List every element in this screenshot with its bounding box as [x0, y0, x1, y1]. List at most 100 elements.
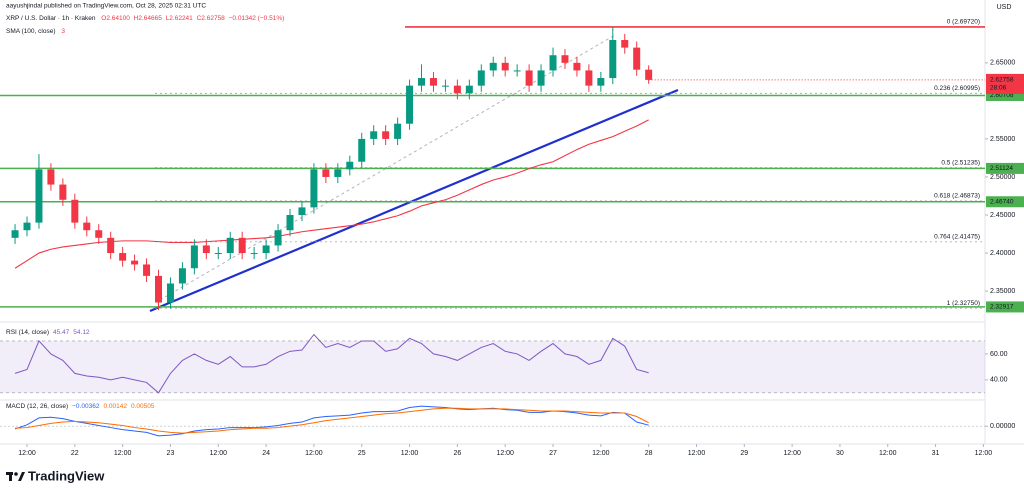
candle-body [95, 230, 103, 238]
x-tick-label: 23 [167, 450, 175, 457]
candle-body [166, 283, 174, 303]
x-tick-label: 12:00 [688, 450, 706, 457]
fib-label: 0.236 (2.60995) [934, 85, 980, 92]
x-tick-label: 12:00 [592, 450, 610, 457]
sma-extra: 3 [61, 28, 65, 35]
candle-body [71, 199, 79, 223]
x-tick-label: 12:00 [401, 450, 419, 457]
candle-body [226, 237, 234, 254]
candle-body [214, 253, 222, 255]
candle-body [274, 230, 282, 246]
y-tick-label: 2.65000 [990, 60, 1015, 67]
indicator-title: RSI (14, close) [6, 329, 49, 336]
candle-body [633, 47, 641, 70]
x-tick-label: 12:00 [305, 450, 323, 457]
candle-body [131, 260, 139, 265]
candle-body [561, 55, 569, 63]
indicator-value: −0.00362 [72, 403, 100, 410]
candle-body [155, 275, 163, 303]
current-price-box [986, 73, 1024, 94]
indicator-value: 0.00505 [131, 403, 155, 410]
y-tick-label: 2.40000 [990, 250, 1015, 257]
current-price-label: 2.62758 [990, 77, 1014, 84]
candle-body [334, 169, 342, 177]
indicator-line [14, 333, 649, 394]
ohlc-change: −0.01342 (−0.51%) [229, 15, 285, 22]
rsi-band [0, 340, 985, 393]
candle-body [609, 40, 617, 79]
indicator-legend: RSI (14, close) 45.47 54.12 [6, 329, 90, 336]
candle-body [441, 85, 449, 87]
candle-body [645, 69, 653, 80]
fib-label: 0.764 (2.41475) [934, 234, 980, 241]
candle-body [322, 169, 330, 177]
candle-body [286, 215, 294, 231]
candle-body [23, 222, 31, 231]
indicator-value: 0.00142 [103, 403, 127, 410]
y-tick-label: 2.55000 [990, 136, 1015, 143]
candle-body [11, 230, 19, 238]
trendline [149, 88, 679, 313]
price-line-label: 2.32917 [990, 304, 1014, 311]
candle-body [358, 138, 366, 162]
ohlc-high: H2.64665 [134, 15, 163, 22]
x-tick-label: 28 [645, 450, 653, 457]
ohlc-low: L2.62241 [166, 15, 193, 22]
price-line-box [986, 162, 1024, 174]
candle-body [621, 40, 629, 48]
x-tick-label: 12:00 [18, 450, 36, 457]
candle-body [406, 85, 414, 124]
candle-body [119, 253, 127, 261]
fib-label: 1 (2.32750) [947, 300, 980, 307]
fib-label: 0.5 (2.51235) [941, 159, 980, 166]
indicator-value: 45.47 [53, 329, 70, 336]
candle-body [262, 245, 270, 254]
candle-body [525, 70, 533, 86]
candle-body [585, 70, 593, 86]
price-line-box [986, 196, 1024, 208]
candle-body [573, 62, 581, 71]
candle-body [549, 55, 557, 71]
candle-body [298, 207, 306, 215]
candle-body [190, 245, 198, 269]
candle-body [250, 253, 258, 255]
sma-legend: SMA (100, close) 3 [6, 28, 65, 35]
candle-body [238, 237, 246, 254]
candle-body [59, 184, 67, 200]
ohlc-close: C2.62758 [197, 15, 226, 22]
indicator-line [15, 407, 649, 434]
indicator-value: 54.12 [73, 329, 90, 336]
x-tick-label: 22 [71, 450, 79, 457]
candle-body [382, 131, 390, 139]
candle-body [597, 78, 605, 86]
candle-body [107, 237, 115, 254]
candle-body [83, 222, 91, 231]
x-tick-label: 27 [549, 450, 557, 457]
y-tick-label: 0.00000 [990, 423, 1015, 430]
symbol: XRP / U.S. Dollar · 1h · Kraken [6, 15, 96, 22]
author-line: aayushjindal published on TradingView.co… [6, 3, 206, 10]
candle-body [143, 264, 151, 276]
candle-body [465, 85, 473, 94]
candle-body [501, 62, 509, 71]
y-tick-label: 60.00 [990, 351, 1008, 358]
x-tick-label: 25 [358, 450, 366, 457]
indicator-title: MACD (12, 26, close) [6, 403, 68, 410]
candle-body [394, 123, 402, 139]
candle-body [537, 70, 545, 86]
candle-body [178, 268, 186, 284]
indicator-line [14, 405, 649, 437]
candle-body [513, 70, 521, 72]
candle-body [477, 70, 485, 86]
price-line-label: 2.60708 [990, 92, 1014, 99]
currency: USD [997, 4, 1012, 11]
countdown: 28:06 [990, 85, 1007, 92]
candle-body [453, 85, 461, 94]
x-tick-label: 12:00 [496, 450, 514, 457]
x-tick-label: 12:00 [879, 450, 897, 457]
x-tick-label: 12:00 [783, 450, 801, 457]
symbol-line: XRP / U.S. Dollar · 1h · Kraken O2.64100… [6, 15, 284, 22]
price-line-label: 2.51124 [990, 165, 1013, 172]
indicator-legend: MACD (12, 26, close) −0.00362 0.00142 0.005… [6, 403, 155, 410]
